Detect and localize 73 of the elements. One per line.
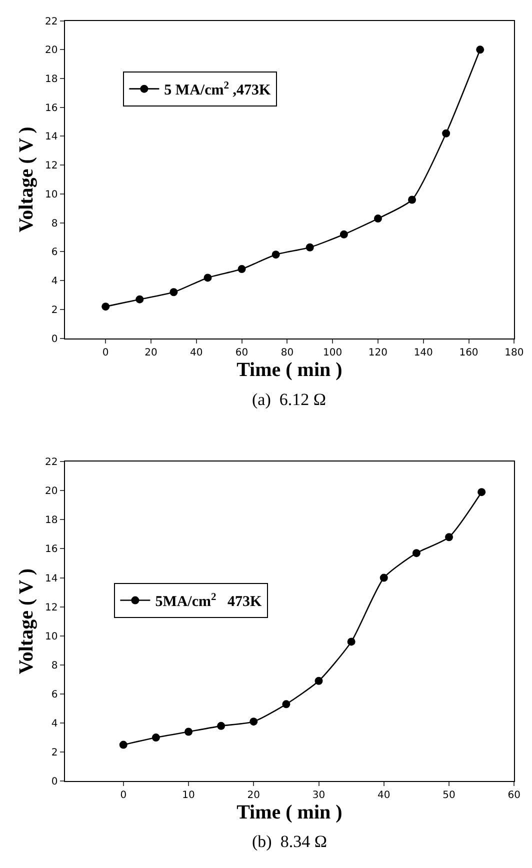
x-tick-label: 30 bbox=[312, 790, 326, 802]
y-tick-label: 20 bbox=[45, 486, 58, 498]
point bbox=[272, 250, 280, 259]
x-tick-label: 80 bbox=[280, 347, 294, 358]
x-tick-label: 60 bbox=[508, 790, 521, 802]
x-tick-label: 50 bbox=[442, 790, 456, 802]
point bbox=[250, 718, 258, 726]
point bbox=[478, 488, 486, 496]
text: (b) 8.34 Ω bbox=[252, 832, 327, 851]
y-tick-label: 12 bbox=[45, 602, 58, 614]
x-tick-label: 20 bbox=[247, 790, 260, 802]
point bbox=[340, 230, 348, 238]
point bbox=[412, 549, 420, 558]
x-tick-label: 160 bbox=[459, 347, 478, 358]
x-tick-label: 10 bbox=[182, 790, 195, 802]
x-tick-label: 40 bbox=[378, 790, 390, 802]
x-tick-label: 100 bbox=[323, 347, 342, 358]
point bbox=[476, 46, 484, 54]
x-axis-title: Time ( min ) bbox=[236, 802, 342, 824]
y-tick-label: 8 bbox=[51, 218, 58, 230]
y-tick-label: 16 bbox=[45, 544, 58, 556]
x-tick-label: 20 bbox=[144, 347, 158, 358]
y-tick-label: 0 bbox=[51, 776, 58, 788]
point bbox=[282, 700, 290, 708]
y-tick-label: 16 bbox=[45, 102, 58, 114]
x-tick-label: 140 bbox=[414, 347, 433, 358]
x-tick-label: 40 bbox=[190, 347, 203, 358]
y-axis-title: Voltage ( V ) bbox=[16, 126, 38, 232]
point bbox=[238, 265, 246, 274]
point bbox=[374, 214, 382, 223]
point bbox=[170, 288, 178, 296]
x-tick-label: 0 bbox=[120, 790, 127, 802]
point bbox=[314, 676, 323, 685]
y-tick-label: 18 bbox=[45, 515, 58, 526]
y-tick-label: 0 bbox=[51, 334, 58, 345]
point bbox=[380, 574, 388, 582]
y-tick-label: 22 bbox=[45, 16, 58, 28]
y-tick-label: 10 bbox=[45, 189, 58, 200]
point bbox=[347, 638, 356, 646]
legend-label: 5MA/cm$^{2}$ 473K bbox=[155, 592, 262, 610]
y-tick-label: 10 bbox=[45, 631, 58, 642]
point bbox=[445, 533, 454, 542]
y-tick-label: 8 bbox=[51, 660, 58, 672]
y-tick-label: 18 bbox=[45, 74, 58, 86]
y-tick-label: 6 bbox=[51, 689, 58, 700]
y-tick-label: 20 bbox=[45, 45, 58, 56]
point bbox=[119, 740, 128, 749]
point bbox=[136, 295, 144, 304]
x-tick-label: 120 bbox=[368, 347, 388, 358]
x-tick-label: 180 bbox=[504, 347, 524, 358]
y-tick-label: 14 bbox=[45, 573, 58, 584]
x-tick-label: 0 bbox=[102, 347, 109, 358]
y-tick-label: 4 bbox=[51, 276, 58, 288]
x-tick-label: 60 bbox=[235, 347, 248, 358]
point bbox=[442, 129, 450, 138]
point bbox=[306, 243, 314, 252]
point bbox=[408, 196, 416, 204]
y-tick-label: 2 bbox=[51, 748, 58, 759]
y-axis-title: Voltage ( V ) bbox=[16, 568, 38, 674]
x-axis-title: Time ( min ) bbox=[236, 358, 342, 381]
y-tick-label: 22 bbox=[45, 457, 58, 468]
text: (a) 6.12 Ω bbox=[252, 390, 326, 409]
legend-label: 5 MA/cm$^{2}$ ,473K bbox=[164, 80, 271, 99]
y-tick-label: 2 bbox=[51, 304, 58, 316]
y-tick-label: 6 bbox=[51, 247, 58, 258]
point bbox=[204, 274, 212, 282]
point bbox=[217, 722, 226, 730]
point bbox=[152, 734, 160, 742]
point bbox=[184, 728, 193, 736]
y-tick-label: 4 bbox=[51, 718, 58, 730]
point bbox=[102, 302, 110, 311]
y-tick-label: 12 bbox=[45, 160, 58, 172]
y-tick-label: 14 bbox=[45, 132, 58, 143]
